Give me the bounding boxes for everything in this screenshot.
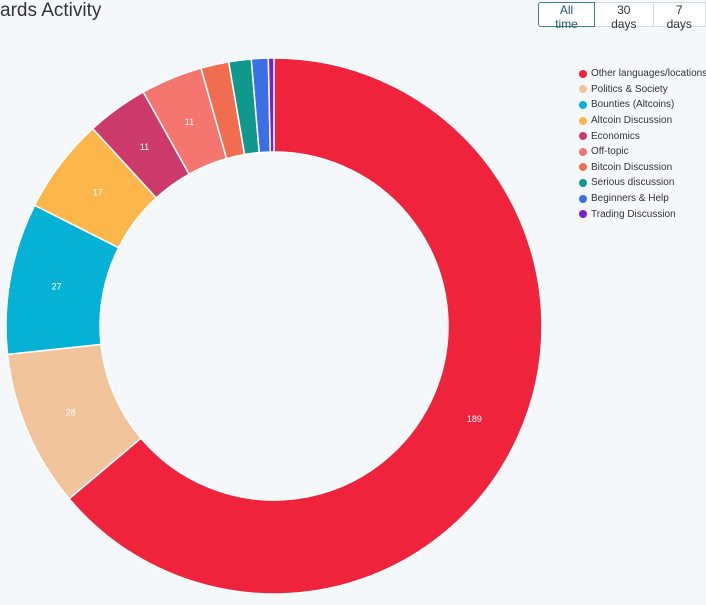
slice-trading-discussion[interactable] (267, 57, 275, 153)
legend-label: Beginners & Help (591, 193, 669, 205)
time-range-selector: All time 30 days 7 days (538, 2, 706, 31)
legend-item-trading-discussion[interactable]: Trading Discussion (579, 206, 706, 222)
legend-label: Trading Discussion (591, 208, 676, 220)
legend-label: Serious discussion (591, 177, 675, 189)
legend-label: Altcoin Discussion (591, 115, 673, 127)
donut-chart: 189 28 27 17 11 11 (5, 57, 543, 595)
slice-label-economics: 11 (140, 142, 149, 152)
legend-item-politics-society[interactable]: Politics & Society (579, 82, 706, 98)
legend-swatch-icon (579, 194, 587, 203)
donut-slices (5, 57, 543, 595)
legend-label: Politics & Society (591, 83, 668, 95)
legend-item-bounties-altcoins[interactable]: Bounties (Altcoins) (579, 97, 706, 113)
legend-label: Other languages/locations (591, 68, 706, 80)
legend-item-beginners-help[interactable]: Beginners & Help (579, 191, 706, 207)
legend-item-economics[interactable]: Economics (579, 128, 706, 144)
legend-swatch-icon (579, 147, 587, 156)
tab-all-time[interactable]: All time (538, 2, 596, 31)
legend-swatch-icon (579, 116, 587, 125)
legend-item-off-topic[interactable]: Off-topic (579, 144, 706, 160)
legend-swatch-icon (579, 210, 587, 219)
legend-item-serious-discussion[interactable]: Serious discussion (579, 175, 706, 191)
donut-slice-labels: 189 28 27 17 11 11 (52, 117, 482, 424)
legend-label: Bitcoin Discussion (591, 161, 673, 173)
legend-label: Economics (591, 130, 640, 142)
legend-label: Bounties (Altcoins) (591, 99, 675, 111)
legend-swatch-icon (579, 163, 587, 172)
tab-7-days[interactable]: 7 days (653, 2, 706, 31)
legend-swatch-icon (579, 100, 587, 109)
page-title: ards Activity (0, 0, 102, 21)
slice-label-politics-society: 28 (66, 408, 76, 418)
legend-item-altcoin-discussion[interactable]: Altcoin Discussion (579, 113, 706, 129)
slice-label-altcoin-discussion: 17 (93, 188, 103, 198)
legend-swatch-icon (579, 132, 587, 141)
slice-label-off-topic: 11 (185, 117, 194, 127)
chart-legend: Other languages/locations Politics & Soci… (579, 66, 706, 222)
legend-item-bitcoin-discussion[interactable]: Bitcoin Discussion (579, 160, 706, 176)
legend-swatch-icon (579, 178, 587, 187)
legend-swatch-icon (579, 85, 587, 94)
tab-30-days[interactable]: 30 days (595, 2, 654, 31)
legend-item-other-languages-locations[interactable]: Other languages/locations (579, 66, 706, 82)
legend-swatch-icon (579, 69, 587, 78)
slice-other-languages-locations[interactable] (68, 57, 543, 595)
slice-label-bounties-altcoins: 27 (52, 281, 62, 291)
legend-label: Off-topic (591, 146, 629, 158)
slice-label-other-languages-locations: 189 (467, 414, 482, 424)
